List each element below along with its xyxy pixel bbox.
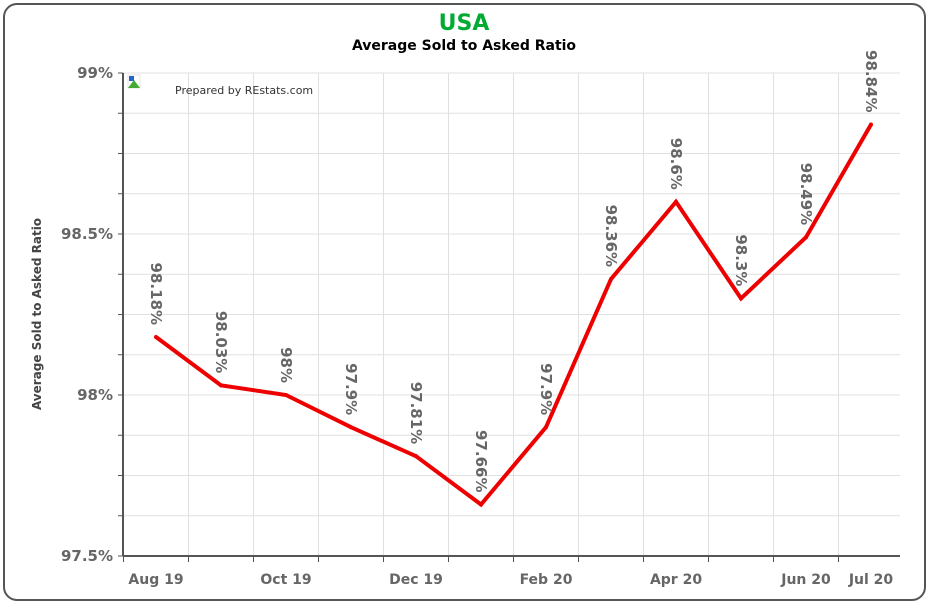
- data-labels: 98.18% 98.03% 98% 97.9% 97.81% 97.66% 97.9% 98.…: [147, 50, 880, 492]
- y-tick-label: 98.5%: [61, 225, 113, 243]
- data-label: 98.36%: [602, 205, 620, 267]
- grid-lines: [123, 72, 900, 557]
- data-label: 97.66%: [472, 430, 490, 492]
- y-tick-label: 98%: [77, 386, 113, 404]
- x-tick-label: Jul 20: [848, 572, 894, 588]
- x-tick-label: Jun 20: [780, 572, 831, 588]
- data-label: 97.9%: [537, 363, 555, 415]
- data-label: 98%: [277, 347, 295, 383]
- data-point: [219, 383, 223, 388]
- series-line: [154, 123, 873, 508]
- data-point: [154, 335, 158, 340]
- data-point: [349, 425, 353, 430]
- chart-title: USA: [439, 11, 490, 36]
- data-label: 98.84%: [862, 50, 880, 112]
- data-point: [544, 425, 548, 430]
- series-line-group: [154, 122, 873, 508]
- credit-text: Prepared by REstats.com: [175, 84, 313, 97]
- data-label: 98.49%: [797, 163, 815, 225]
- x-tick-label: Apr 20: [650, 572, 702, 588]
- x-tick-label: Dec 19: [389, 572, 443, 588]
- data-point: [674, 199, 678, 204]
- x-tick-label: Feb 20: [520, 572, 573, 588]
- data-point: [609, 277, 613, 282]
- data-label: 98.18%: [147, 263, 165, 325]
- x-axis-ticks: Aug 19 Oct 19 Dec 19 Feb 20 Apr 20 Jun 20 Jul …: [128, 572, 893, 588]
- y-axis-label: Average Sold to Asked Ratio: [30, 218, 44, 410]
- data-point: [284, 393, 288, 397]
- y-axis-ticks: 97.5% 98% 98.5% 99%: [61, 64, 113, 565]
- data-point: [804, 235, 808, 240]
- data-point: [414, 454, 418, 459]
- y-tick-label: 97.5%: [61, 547, 113, 565]
- axes: [118, 72, 900, 562]
- chart-subtitle: Average Sold to Asked Ratio: [352, 38, 576, 54]
- data-label: 98.03%: [212, 311, 230, 373]
- data-point: [739, 296, 743, 301]
- x-tick-label: Aug 19: [128, 572, 183, 588]
- x-tick-label: Oct 19: [260, 572, 311, 588]
- restats-logo-icon: [127, 74, 141, 89]
- y-tick-label: 99%: [77, 64, 113, 82]
- data-label: 98.6%: [667, 138, 685, 190]
- data-label: 97.81%: [407, 382, 425, 444]
- data-point: [479, 502, 483, 507]
- data-point: [869, 122, 873, 127]
- chart-frame: [3, 3, 926, 601]
- data-label: 97.9%: [342, 363, 360, 415]
- data-label: 98.3%: [732, 234, 750, 286]
